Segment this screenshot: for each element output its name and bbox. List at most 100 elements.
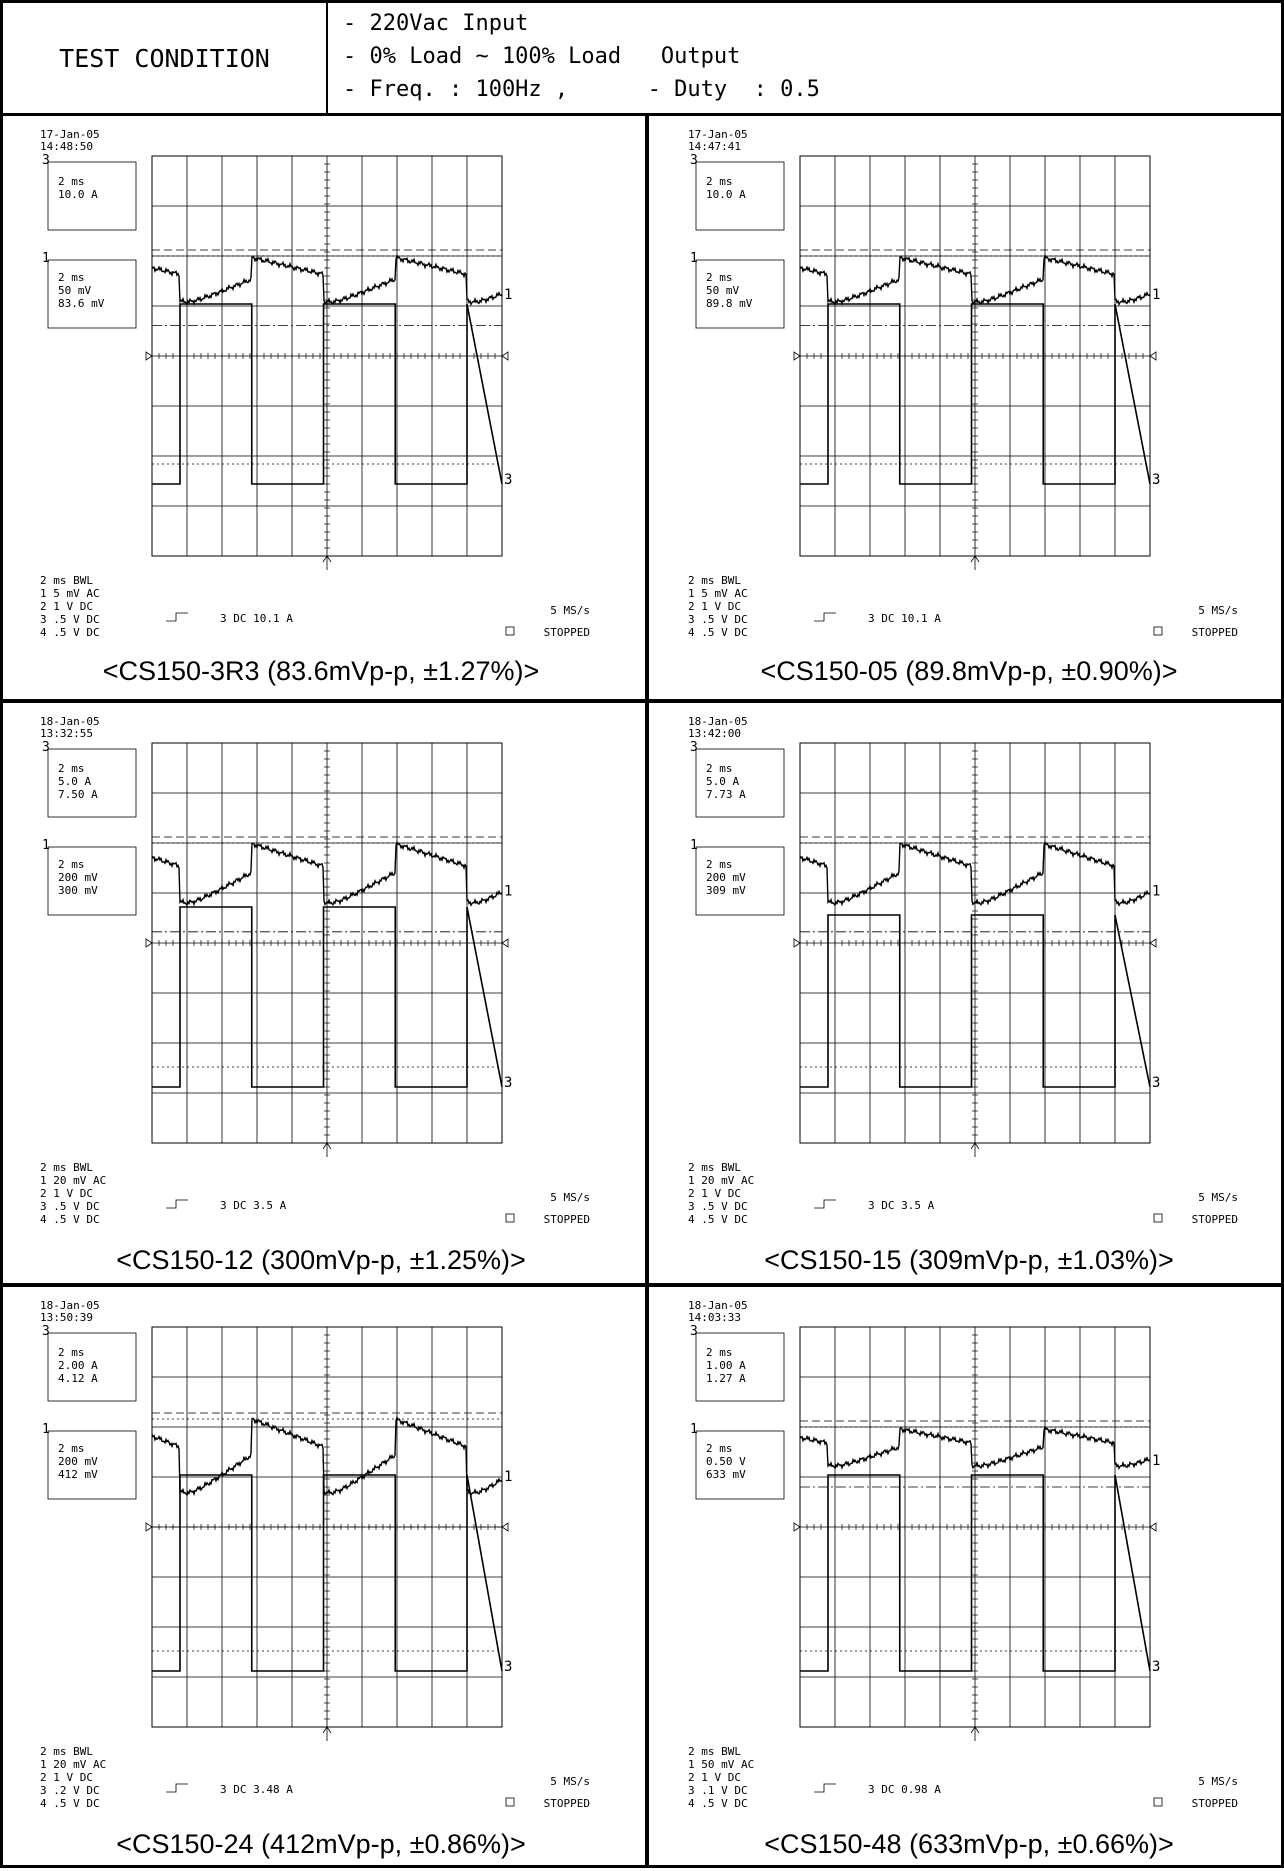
graticule: [151, 742, 503, 1144]
readout-line: 2 ms: [58, 858, 85, 871]
readout-line: 2 ms: [58, 1442, 85, 1455]
waveform-caption: <CS150-05 (89.8mVp-p, ±0.90%)>: [760, 656, 1178, 686]
channel-1-marker: 1: [690, 838, 698, 853]
channel-1-marker: 1: [42, 1422, 50, 1437]
ripple-trace: [151, 253, 503, 307]
readout-line: 2 ms: [706, 271, 733, 284]
sample-rate-label: 5 MS/s: [1198, 1775, 1238, 1788]
readout-line: 2 ms: [706, 1442, 733, 1455]
acquisition-status: STOPPED: [544, 1797, 590, 1810]
channel-3-readout-box: 3 2 ms5.0 A7.50 A: [42, 740, 137, 818]
channel-2-setting: 2 1 V DC: [688, 600, 741, 613]
test-condition-label: TEST CONDITION: [3, 3, 328, 113]
scope-date: 18-Jan-05: [688, 1299, 748, 1312]
trace-3-marker: 3: [504, 472, 512, 488]
channel-4-setting: 4 .5 V DC: [688, 1797, 748, 1810]
channel-1-marker: 1: [42, 838, 50, 853]
readout-line: 300 mV: [58, 884, 98, 897]
readout-box-frame: [47, 1430, 137, 1500]
readout-line: 2 ms: [58, 762, 85, 775]
scope-date: 18-Jan-05: [40, 715, 100, 728]
square-wave-trace: [152, 1474, 503, 1672]
trigger-setting: 3 DC 3.5 A: [868, 1199, 935, 1212]
readout-line: 50 mV: [706, 284, 739, 297]
channel-2-setting: 2 1 V DC: [688, 1187, 741, 1200]
channel-4-setting: 4 .5 V DC: [688, 1213, 748, 1226]
readout-box-frame: [695, 846, 785, 916]
readout-line: 2 ms: [706, 1346, 733, 1359]
channel-1-setting: 1 5 mV AC: [40, 587, 100, 600]
channel-1-setting: 1 5 mV AC: [688, 587, 748, 600]
graticule: [799, 742, 1151, 1144]
channel-3-marker: 3: [690, 153, 698, 168]
channel-2-setting: 2 1 V DC: [40, 1187, 93, 1200]
scope-date: 18-Jan-05: [40, 1299, 100, 1312]
ripple-trace: [799, 253, 1151, 307]
scope-time: 13:32:55: [40, 727, 93, 740]
panel-divider-horizontal: [0, 699, 1284, 703]
trigger-level-marker: [793, 351, 801, 361]
ripple-trace: [799, 840, 1151, 907]
trigger-level-marker: [793, 938, 801, 948]
sample-rate-label: 5 MS/s: [550, 1775, 590, 1788]
trace-1-marker: 1: [1152, 1453, 1160, 1469]
trigger-setting: 3 DC 3.5 A: [220, 1199, 287, 1212]
readout-line: 5.0 A: [58, 775, 91, 788]
trigger-position-marker: [970, 1726, 980, 1741]
trace-1-marker: 1: [1152, 287, 1160, 303]
readout-box-frame: [695, 1430, 785, 1500]
trigger-level-marker: [145, 1522, 153, 1532]
sample-rate-label: 5 MS/s: [550, 1191, 590, 1204]
trigger-setting: 3 DC 3.48 A: [220, 1783, 293, 1796]
trigger-level-marker: [1149, 1522, 1157, 1532]
trigger-level-marker: [145, 351, 153, 361]
channel-3-marker: 3: [42, 740, 50, 755]
trigger-edge-icon: [814, 612, 836, 622]
trigger-level-marker: [1149, 938, 1157, 948]
channel-2-setting: 2 1 V DC: [40, 1771, 93, 1784]
channel-3-setting: 3 .5 V DC: [40, 613, 100, 626]
readout-line: 2 ms: [706, 858, 733, 871]
stopped-icon: [1153, 1797, 1163, 1807]
readout-line: 89.8 mV: [706, 297, 753, 310]
trigger-level-marker: [145, 938, 153, 948]
scope-date: 17-Jan-05: [688, 128, 748, 141]
channel-3-setting: 3 .2 V DC: [40, 1784, 100, 1797]
readout-box-frame: [47, 1332, 137, 1402]
trace-3-marker: 3: [1152, 472, 1160, 488]
ripple-trace: [799, 1425, 1151, 1471]
channel-3-setting: 3 .1 V DC: [688, 1784, 748, 1797]
readout-line: 412 mV: [58, 1468, 98, 1481]
trigger-position-marker: [322, 1726, 332, 1741]
readout-box-frame: [695, 259, 785, 329]
channel-3-readout-box: 3 2 ms5.0 A7.73 A: [690, 740, 785, 818]
trace-3-marker: 3: [1152, 1659, 1160, 1675]
channel-3-setting: 3 .5 V DC: [688, 1200, 748, 1213]
trigger-position-marker: [970, 555, 980, 570]
readout-line: 10.0 A: [706, 188, 746, 201]
channel-1-setting: 1 20 mV AC: [40, 1174, 106, 1187]
timebase-label: 2 ms BWL: [40, 1745, 93, 1758]
trigger-level-marker: [793, 1522, 801, 1532]
channel-2-setting: 2 1 V DC: [40, 600, 93, 613]
channel-1-setting: 1 50 mV AC: [688, 1758, 754, 1771]
readout-line: 1.27 A: [706, 1372, 746, 1385]
acquisition-status: STOPPED: [544, 626, 590, 639]
trigger-position-marker: [322, 1142, 332, 1157]
readout-line: 2.00 A: [58, 1359, 98, 1372]
readout-line: 309 mV: [706, 884, 746, 897]
channel-1-setting: 1 20 mV AC: [688, 1174, 754, 1187]
trigger-edge-icon: [166, 1783, 188, 1793]
channel-1-setting: 1 20 mV AC: [40, 1758, 106, 1771]
channel-3-setting: 3 .5 V DC: [40, 1200, 100, 1213]
test-condition-lines: - 220Vac Input - 0% Load ~ 100% Load Outp…: [343, 7, 820, 106]
acquisition-status: STOPPED: [1192, 1213, 1238, 1226]
channel-1-marker: 1: [690, 251, 698, 266]
ripple-trace: [151, 840, 503, 907]
trace-3-marker: 3: [504, 1075, 512, 1091]
trace-1-marker: 1: [504, 287, 512, 303]
